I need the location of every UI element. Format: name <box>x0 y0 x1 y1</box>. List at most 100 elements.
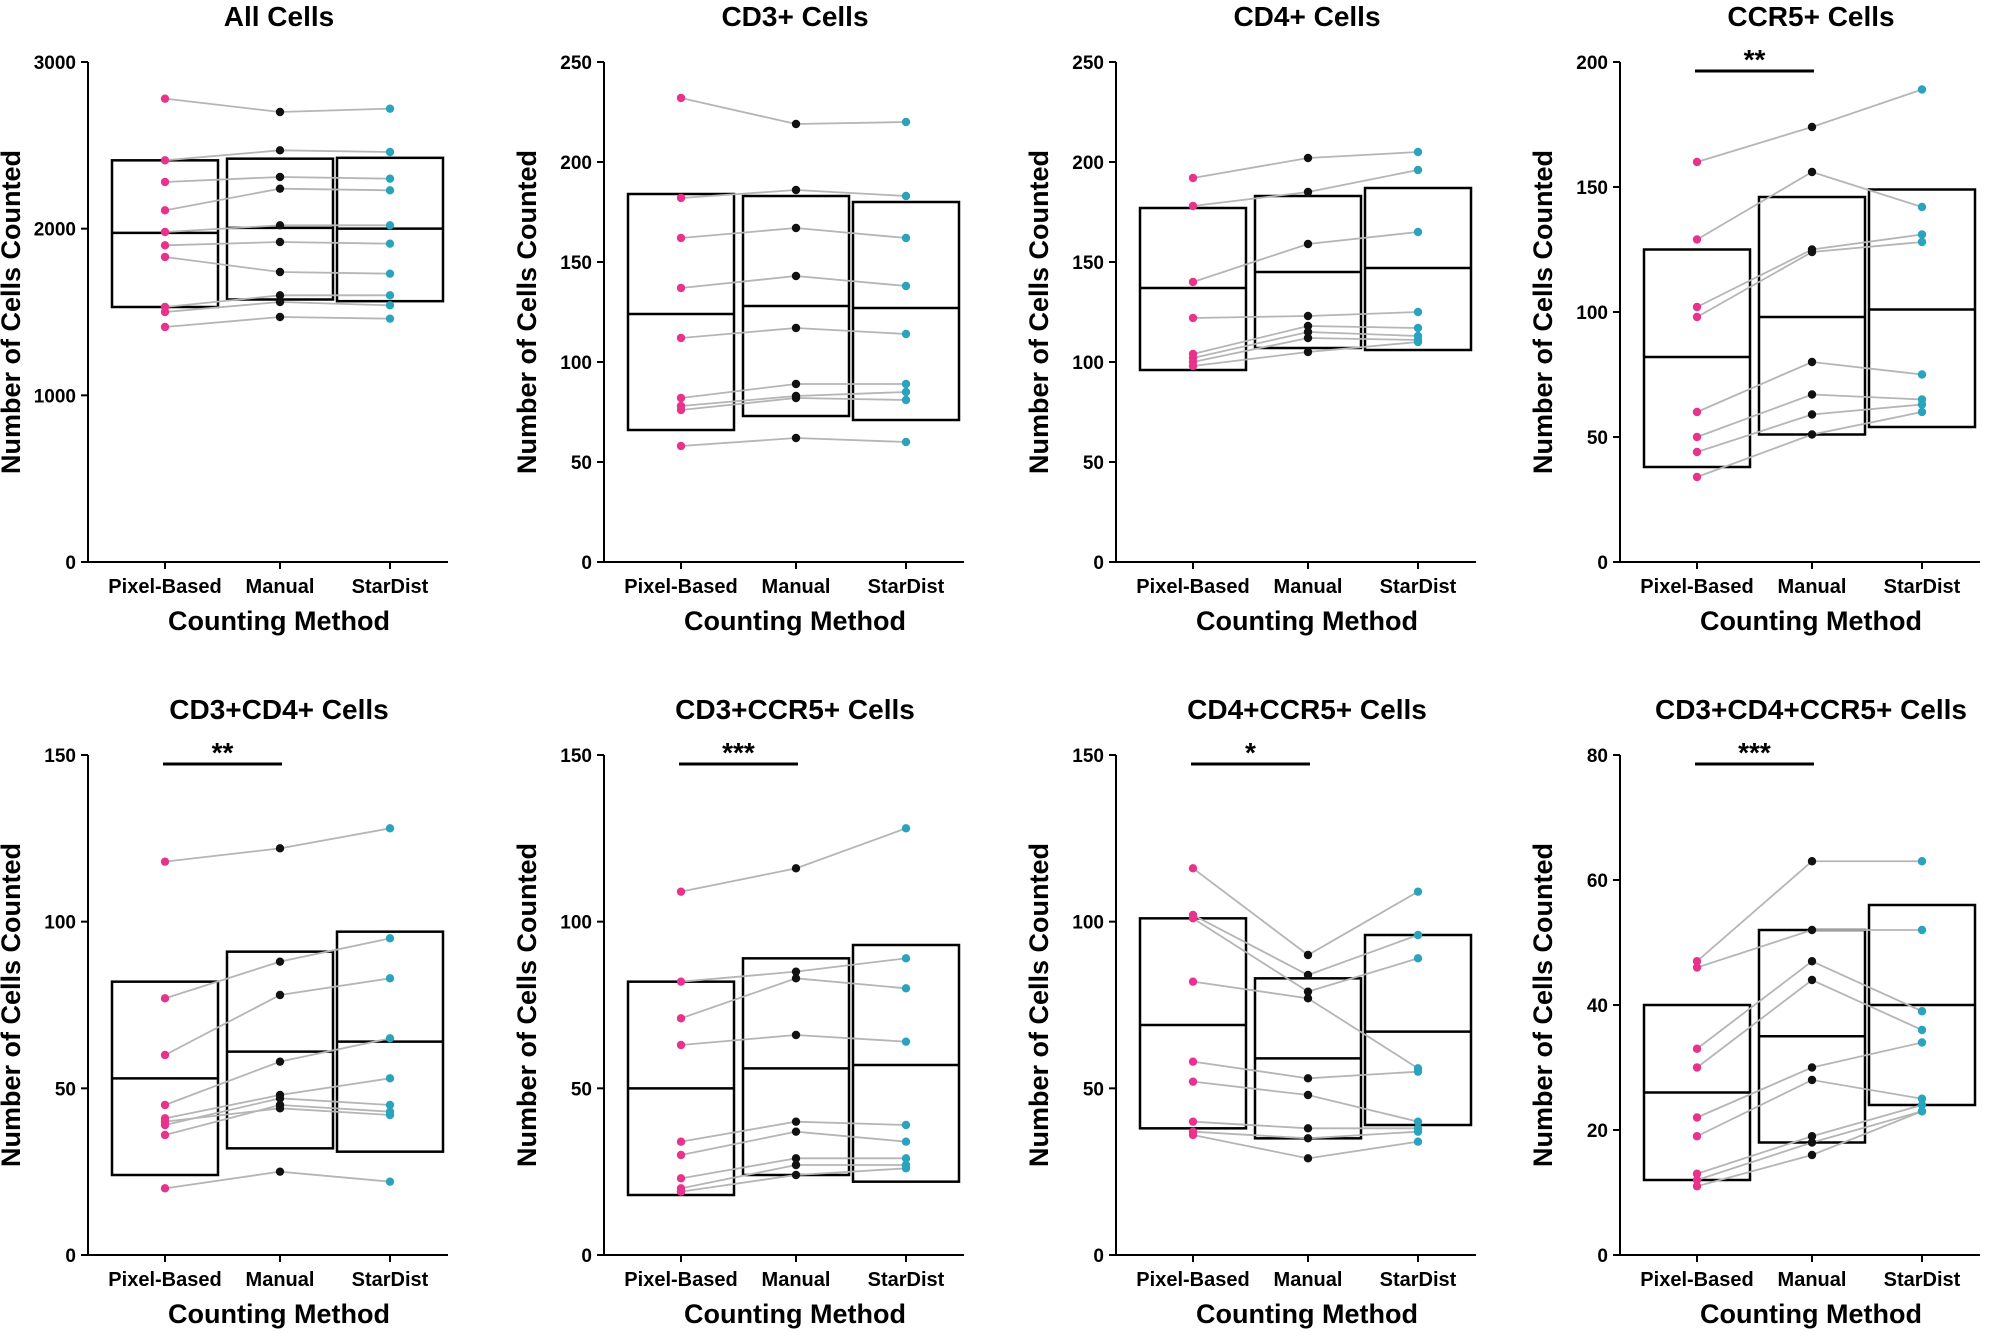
point-stardist <box>901 1120 911 1130</box>
point-pixel-based <box>676 1014 686 1023</box>
point-manual <box>791 1160 801 1170</box>
point-pixel-based <box>1188 361 1198 371</box>
x-tick-label: Manual <box>246 1269 315 1291</box>
x-tick-label: StarDist <box>352 576 429 598</box>
paired-line <box>680 97 907 125</box>
panel-title: CCR5+ Cells <box>1727 1 1894 32</box>
point-stardist <box>1413 1127 1423 1136</box>
point-stardist <box>1917 202 1927 212</box>
paired-line <box>1192 867 1419 957</box>
point-stardist <box>1917 85 1927 94</box>
x-tick-label: Pixel-Based <box>1136 576 1249 598</box>
point-pixel-based <box>1188 1130 1198 1140</box>
box-stardist <box>851 943 961 1183</box>
point-manual <box>275 844 285 853</box>
point-stardist <box>385 1100 395 1110</box>
point-manual <box>275 146 285 155</box>
point-stardist <box>385 1110 395 1120</box>
panel-title: CD3+ Cells <box>721 1 868 32</box>
point-manual <box>1303 994 1313 1003</box>
y-tick-label: 50 <box>1083 1079 1104 1100</box>
point-manual <box>275 184 285 193</box>
x-tick-label: Pixel-Based <box>624 1269 737 1291</box>
y-tick-label: 60 <box>1587 871 1608 892</box>
y-tick-label: 150 <box>1576 178 1608 199</box>
point-manual <box>1303 239 1313 249</box>
point-pixel-based <box>1692 472 1702 482</box>
y-tick-label: 0 <box>1093 1246 1104 1267</box>
y-tick-label: 0 <box>65 553 76 574</box>
point-manual <box>791 323 801 333</box>
y-axis-label: Number of Cells Counted <box>0 150 26 474</box>
x-axis-label: Counting Method <box>684 1299 906 1329</box>
point-manual <box>1807 1150 1817 1160</box>
point-pixel-based <box>1188 914 1198 923</box>
point-stardist <box>1413 930 1423 940</box>
y-tick-label: 50 <box>571 1079 592 1100</box>
y-tick-label: 100 <box>560 353 592 374</box>
x-tick-label: Pixel-Based <box>1640 576 1753 598</box>
point-manual <box>791 1030 801 1040</box>
x-axis-label: Counting Method <box>1700 606 1922 636</box>
point-pixel-based <box>676 1187 686 1196</box>
x-tick-label: Manual <box>1274 1269 1343 1291</box>
point-stardist <box>1413 307 1423 317</box>
point-manual <box>791 393 801 403</box>
point-manual <box>275 990 285 1000</box>
x-tick-label: StarDist <box>868 576 945 598</box>
box-stardist <box>851 200 961 422</box>
y-tick-label: 80 <box>1587 746 1608 767</box>
point-manual <box>1303 321 1313 331</box>
y-tick-label: 200 <box>1072 153 1104 174</box>
paired-line <box>680 977 907 1020</box>
point-manual <box>275 1167 285 1176</box>
y-tick-label: 250 <box>560 53 592 74</box>
y-tick-label: 50 <box>1083 453 1104 474</box>
paired-line <box>1696 361 1923 413</box>
point-pixel-based <box>1692 1113 1702 1122</box>
point-stardist <box>901 395 911 405</box>
point-manual <box>791 864 801 873</box>
point-manual <box>1807 1132 1817 1141</box>
y-tick-label: 200 <box>1576 53 1608 74</box>
point-pixel-based <box>1188 173 1198 183</box>
point-stardist <box>901 1164 911 1173</box>
point-stardist <box>901 233 911 243</box>
point-pixel-based <box>676 193 686 203</box>
point-manual <box>791 185 801 195</box>
y-tick-label: 100 <box>1072 353 1104 374</box>
x-axis-label: Counting Method <box>1196 606 1418 636</box>
point-stardist <box>385 1177 395 1186</box>
y-tick-label: 150 <box>560 253 592 274</box>
point-manual <box>275 312 285 322</box>
x-axis-label: Counting Method <box>168 606 390 636</box>
point-pixel-based <box>1188 1057 1198 1066</box>
point-manual <box>1303 987 1313 996</box>
y-tick-label: 100 <box>1576 303 1608 324</box>
point-stardist <box>901 387 911 397</box>
y-tick-label: 0 <box>65 1246 76 1267</box>
point-manual <box>791 119 801 129</box>
point-manual <box>1807 167 1817 177</box>
point-manual <box>1303 1154 1313 1163</box>
point-stardist <box>1917 237 1927 247</box>
point-pixel-based <box>676 393 686 403</box>
point-stardist <box>385 291 395 300</box>
point-stardist <box>385 1034 395 1043</box>
point-pixel-based <box>160 994 170 1003</box>
y-tick-label: 50 <box>55 1079 76 1100</box>
point-stardist <box>385 239 395 248</box>
point-stardist <box>901 437 911 447</box>
y-axis-label: Number of Cells Counted <box>1024 843 1054 1167</box>
point-stardist <box>385 974 395 983</box>
point-stardist <box>901 984 911 993</box>
point-pixel-based <box>160 206 170 215</box>
point-pixel-based <box>160 1184 170 1193</box>
y-axis-label: Number of Cells Counted <box>1528 843 1558 1167</box>
point-pixel-based <box>160 156 170 165</box>
point-stardist <box>1917 1007 1927 1016</box>
point-stardist <box>1917 407 1927 417</box>
point-pixel-based <box>160 1100 170 1110</box>
significance-label: *** <box>1738 737 1771 768</box>
box-stardist <box>1363 933 1473 1127</box>
